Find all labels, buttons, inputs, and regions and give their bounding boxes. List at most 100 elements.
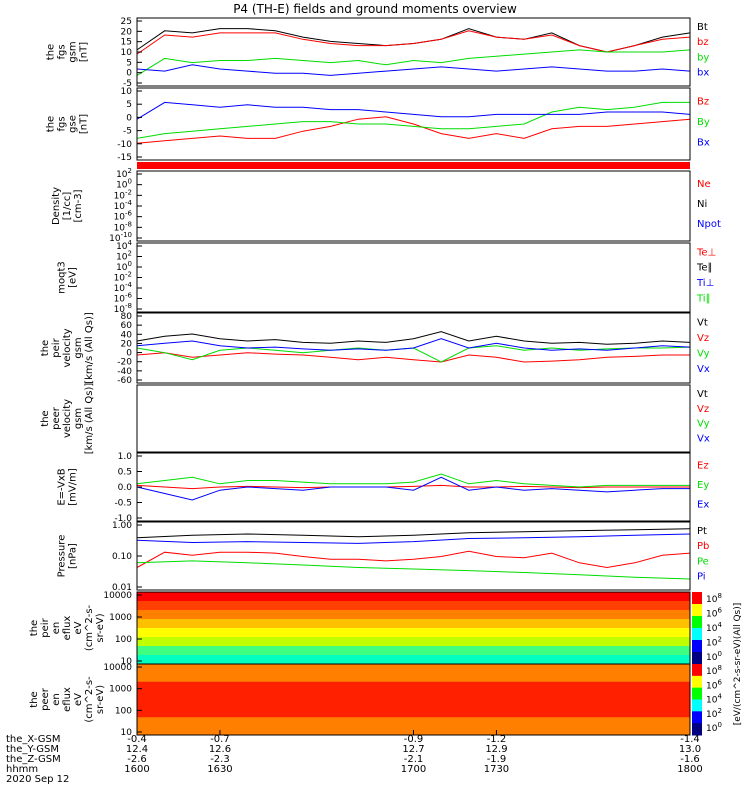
peir_en_eflux-band bbox=[137, 619, 690, 629]
colorbar-tick-label: 106 bbox=[706, 607, 722, 620]
fgs_gse-legend-By: By bbox=[697, 117, 710, 128]
fgs_gse-legend-Bx: Bx bbox=[697, 138, 710, 149]
fgs_gsm-series-Bt bbox=[136, 28, 691, 53]
peer_en_eflux-ylabel: sr-eV) bbox=[95, 685, 106, 714]
peer_velocity-ylabel: velocity bbox=[62, 399, 73, 438]
fgs_gse-ytick-label: -10 bbox=[117, 140, 132, 150]
x-axis-value-the_X: -1.4 bbox=[680, 734, 700, 745]
peer_en_eflux-ylabel: en bbox=[51, 693, 62, 706]
fgs_gse-ylabel: the bbox=[46, 116, 57, 132]
pressure-frame bbox=[136, 521, 691, 591]
temperature-frame bbox=[136, 242, 691, 313]
x-axis-value-the_Y: 12.4 bbox=[126, 744, 148, 755]
peir_en_eflux-ylabel: (cm^2-s- bbox=[84, 604, 95, 651]
peer_en_eflux-band bbox=[137, 672, 690, 683]
colorbar-tick-label: 108 bbox=[706, 664, 722, 677]
peir_velocity-ytick-label: 80 bbox=[121, 312, 133, 322]
fgs_gsm-legend-by: by bbox=[697, 52, 709, 63]
peir_velocity-series-Vx bbox=[136, 338, 691, 351]
peer_velocity-ylabel: [km/s (All Qs)] bbox=[84, 383, 95, 455]
peir_velocity-ylabel: [km/s (All Qs)] bbox=[84, 312, 95, 384]
pressure-series-Pt bbox=[136, 528, 691, 539]
x-axis-value-the_Z: -2.1 bbox=[404, 754, 424, 765]
peir_en_eflux-heatmap bbox=[137, 592, 690, 665]
peir_velocity-series-Vz bbox=[136, 352, 690, 363]
fgs_gsm-ylabel: fgs bbox=[57, 44, 68, 59]
fgs_gse-series-By bbox=[136, 101, 690, 139]
efield-ytick-label: 0.5 bbox=[118, 468, 132, 478]
peir_en_eflux-band bbox=[137, 637, 690, 647]
colorbar-segment bbox=[692, 711, 702, 724]
peir_velocity-ylabel: the bbox=[40, 340, 51, 356]
peer_en_eflux-ylabel: (cm^2-s- bbox=[84, 676, 95, 723]
efield-series-Ey bbox=[136, 473, 690, 488]
peir_velocity-ylabel: velocity bbox=[62, 328, 73, 367]
peir_en_eflux-ylabel: eflux bbox=[62, 616, 73, 641]
x-axis-value-the_Y: 12.7 bbox=[402, 744, 424, 755]
peer_en_eflux-band bbox=[137, 708, 690, 718]
pressure-ytick-label: 1.00 bbox=[112, 521, 132, 531]
density-legend-Ni: Ni bbox=[697, 199, 707, 210]
fgs_gse-ylabel: gse bbox=[68, 115, 79, 133]
fgs_gsm-legend-bx: bx bbox=[697, 67, 709, 78]
x-axis-value-hhmm: 1730 bbox=[484, 764, 509, 775]
density-frame bbox=[136, 170, 691, 242]
efield-ylabel: [mV/m] bbox=[68, 468, 79, 506]
x-axis-value-the_X: -1.2 bbox=[487, 734, 507, 745]
x-axis-value-the_Y: 12.9 bbox=[485, 744, 507, 755]
fgs_gsm-series-bz bbox=[136, 30, 691, 55]
fgs_gse-series-Bz bbox=[136, 116, 691, 144]
efield-series-Ez bbox=[136, 484, 690, 490]
fgs_gsm-ytick-label: 25 bbox=[121, 17, 132, 27]
fgs_gsm-series-bx bbox=[136, 64, 691, 76]
peir_en_eflux-band bbox=[137, 655, 690, 665]
peir_en_eflux-band bbox=[137, 646, 690, 656]
pressure-ytick-label: 0.01 bbox=[112, 583, 132, 593]
peer_velocity-ylabel: peer bbox=[51, 406, 62, 430]
fgs_gse-legend-Bz: Bz bbox=[697, 96, 709, 107]
temperature-ylabel: moqt3 bbox=[57, 261, 68, 294]
peer_velocity-ylabel: the bbox=[40, 410, 51, 426]
fgs_gsm-ytick-label: 10 bbox=[121, 48, 133, 58]
peer_en_eflux-band bbox=[137, 717, 690, 727]
peer_en_eflux-ytick-label: 10000 bbox=[103, 663, 132, 673]
efield-ylabel: E=-VxB bbox=[57, 468, 68, 505]
peir_velocity-ytick-label: 20 bbox=[121, 339, 133, 349]
fgs_gse-series-Bx bbox=[136, 101, 691, 120]
fgs_gsm-ylabel: [nT] bbox=[79, 42, 90, 62]
colorbar-tick-label: 104 bbox=[706, 621, 722, 634]
colorbar-segment bbox=[692, 592, 702, 605]
colorbar-tick-label: 102 bbox=[706, 707, 722, 720]
efield-legend-Ey: Ey bbox=[697, 480, 709, 491]
peir_en_eflux-ytick-label: 10000 bbox=[103, 591, 132, 601]
field-red-bar bbox=[137, 162, 690, 169]
fgs_gse-ylabel: [nT] bbox=[79, 114, 90, 134]
pressure-legend-Pt: Pt bbox=[697, 526, 707, 537]
peir_en_eflux-ylabel: sr-eV) bbox=[95, 613, 106, 642]
colorbar-tick-label: 100 bbox=[706, 650, 722, 663]
fgs_gsm-legend-bz: bz bbox=[697, 37, 709, 48]
x-axis-value-hhmm: 1800 bbox=[677, 764, 702, 775]
figure-title: P4 (TH-E) fields and ground moments over… bbox=[233, 2, 517, 16]
peir_en_eflux-ylabel: peir bbox=[40, 617, 51, 637]
x-axis-value-the_Z: -2.6 bbox=[127, 754, 147, 765]
fgs_gsm-ytick-label: 0 bbox=[126, 69, 132, 79]
density-ylabel: [cm-3] bbox=[73, 189, 84, 222]
peir_velocity-legend-Vy: Vy bbox=[697, 349, 710, 360]
pressure-series-Pe bbox=[136, 560, 691, 580]
peir_en_eflux-ytick-label: 100 bbox=[115, 635, 132, 645]
x-axis-value-the_X: -0.9 bbox=[404, 734, 424, 745]
temperature-legend-Te∥: Te∥ bbox=[696, 263, 713, 274]
peir_velocity-ylabel: peir bbox=[51, 337, 62, 357]
fgs_gse-frame bbox=[136, 87, 691, 161]
fgs_gse-ytick-label: 0 bbox=[126, 113, 132, 123]
temperature-legend-Ti∥: Ti∥ bbox=[696, 293, 711, 304]
fgs_gse-ytick-label: -15 bbox=[117, 153, 132, 163]
colorbar-segment bbox=[692, 628, 702, 641]
colorbar-segment bbox=[692, 664, 702, 677]
fgs_gsm-ytick-label: 20 bbox=[121, 27, 133, 37]
peir_velocity-ytick-label: -60 bbox=[117, 376, 132, 386]
density-ylabel: [1/cc] bbox=[62, 192, 73, 221]
peer_velocity-legend-Vy: Vy bbox=[697, 419, 710, 430]
